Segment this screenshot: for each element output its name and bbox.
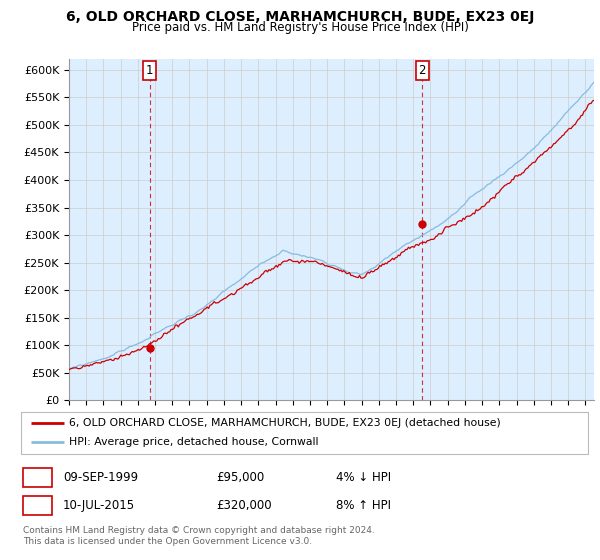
Text: 2: 2 — [418, 64, 426, 77]
Text: £320,000: £320,000 — [216, 498, 272, 512]
Text: £95,000: £95,000 — [216, 470, 264, 484]
Text: 6, OLD ORCHARD CLOSE, MARHAMCHURCH, BUDE, EX23 0EJ: 6, OLD ORCHARD CLOSE, MARHAMCHURCH, BUDE… — [66, 10, 534, 24]
Text: 10-JUL-2015: 10-JUL-2015 — [63, 498, 135, 512]
Text: 09-SEP-1999: 09-SEP-1999 — [63, 470, 138, 484]
Text: Contains HM Land Registry data © Crown copyright and database right 2024.
This d: Contains HM Land Registry data © Crown c… — [23, 526, 374, 546]
Text: 1: 1 — [33, 470, 41, 484]
Text: 6, OLD ORCHARD CLOSE, MARHAMCHURCH, BUDE, EX23 0EJ (detached house): 6, OLD ORCHARD CLOSE, MARHAMCHURCH, BUDE… — [69, 418, 501, 428]
Text: 2: 2 — [33, 498, 41, 512]
Text: 4% ↓ HPI: 4% ↓ HPI — [336, 470, 391, 484]
Text: Price paid vs. HM Land Registry's House Price Index (HPI): Price paid vs. HM Land Registry's House … — [131, 21, 469, 34]
Text: 8% ↑ HPI: 8% ↑ HPI — [336, 498, 391, 512]
Text: HPI: Average price, detached house, Cornwall: HPI: Average price, detached house, Corn… — [69, 437, 319, 447]
Text: 1: 1 — [146, 64, 154, 77]
